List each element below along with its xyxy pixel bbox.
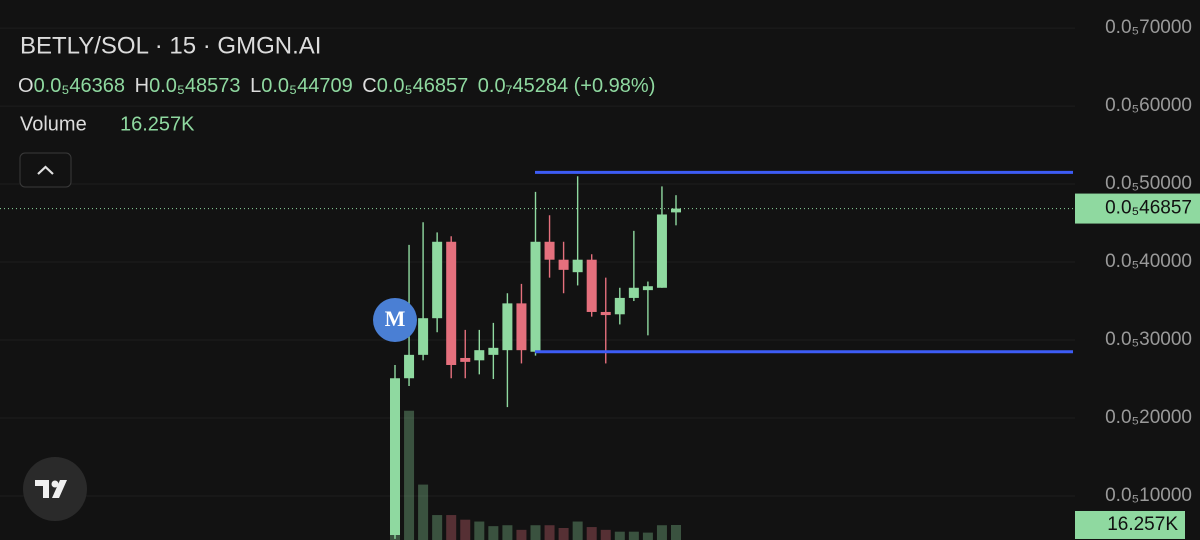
y-tick-label: 0.0₅70000 — [1105, 17, 1192, 38]
last-price-label: 0.0₅46857 — [1105, 198, 1192, 219]
candle-body — [656, 214, 667, 288]
legend-key: O — [18, 75, 34, 97]
volume-bar — [446, 515, 457, 540]
volume-bar — [418, 484, 429, 540]
event-marker — [373, 298, 417, 342]
legend-change: 0.0₇45284 — [478, 75, 568, 97]
candle-body — [642, 286, 653, 291]
candle-body — [544, 241, 555, 260]
y-tick-label: 0.0₅40000 — [1105, 251, 1192, 272]
legend-value: 0.0₅44709 — [261, 75, 352, 97]
volume-legend-value: 16.257K — [120, 113, 195, 135]
candle-body — [558, 259, 569, 270]
logo-glyph — [35, 480, 67, 498]
volume-bar — [572, 521, 583, 540]
volume-bar — [642, 532, 653, 540]
candle-body — [628, 287, 639, 298]
collapse-button[interactable] — [19, 152, 72, 188]
candle-body — [446, 241, 457, 365]
volume-bar — [600, 529, 611, 540]
volume-bar — [558, 527, 569, 540]
legend-value: 0.0₅46368 — [34, 75, 125, 97]
ohlc-legend: O0.0₅46368 H0.0₅48573 L0.0₅44709 C0.0₅46… — [18, 75, 655, 97]
candle-body — [474, 350, 485, 361]
y-tick-label: 0.0₅20000 — [1105, 407, 1192, 428]
chevron-up-icon — [37, 165, 54, 175]
volume-bar — [586, 527, 597, 540]
volume-bar — [516, 529, 527, 540]
candle-body — [418, 318, 429, 355]
y-tick-label: 0.0₅50000 — [1105, 173, 1192, 194]
volume-legend-name: Volume — [20, 113, 87, 135]
candle-body — [488, 347, 499, 355]
y-tick-label: 0.0₅60000 — [1105, 95, 1192, 116]
logo-circle[interactable] — [23, 457, 87, 521]
volume-bar — [614, 531, 625, 540]
volume-bar — [502, 525, 513, 540]
event-marker-label: M — [385, 306, 406, 331]
tradingview-logo[interactable] — [23, 457, 87, 521]
volume-bar — [404, 410, 415, 540]
candle-body — [671, 208, 681, 213]
candle-body — [586, 259, 597, 312]
chart-title: BETLY/SOL · 15 · GMGN.AI — [20, 32, 321, 59]
candle-body — [600, 311, 611, 316]
legend-value: 0.0₅48573 — [149, 75, 240, 97]
y-tick-label: 0.0₅30000 — [1105, 329, 1192, 350]
volume-bar — [432, 515, 443, 540]
collapse-button-box[interactable] — [19, 152, 72, 188]
last-volume-label: 16.257K — [1107, 514, 1178, 535]
logo-dot — [51, 480, 59, 488]
legend-key: L — [250, 75, 261, 97]
candle-body — [460, 357, 471, 362]
volume-bar — [460, 519, 471, 540]
candle-body — [404, 354, 415, 379]
legend-value: 0.0₅46857 — [377, 75, 468, 97]
volume-bar — [671, 524, 681, 540]
candle-body — [432, 241, 443, 319]
overlay-layer: 0.0₅46857 16.257K M — [0, 170, 1200, 539]
volume-bar — [628, 531, 639, 540]
legend-change-pct: (+0.98%) — [574, 75, 656, 97]
volume-bar — [656, 525, 667, 540]
candle-body — [614, 297, 625, 315]
candle-body — [530, 241, 541, 352]
last-volume-badge — [1075, 510, 1185, 539]
last-price-badge — [1075, 193, 1200, 224]
candle-body — [390, 378, 400, 536]
candle-body — [502, 303, 513, 351]
y-tick-label: 0.0₅10000 — [1105, 485, 1192, 506]
grid: 0.0₅70000 0.0₅60000 0.0₅50000 0.0₅40000 0.0₅… — [0, 17, 1192, 506]
volume-bar — [544, 525, 555, 540]
volume-bar — [488, 526, 499, 540]
legend-key: C — [362, 75, 376, 97]
volume-bar — [530, 525, 541, 540]
candle-body — [516, 303, 527, 351]
legend-key: H — [135, 75, 149, 97]
volume-bar — [474, 521, 485, 540]
candle-body — [572, 259, 583, 273]
